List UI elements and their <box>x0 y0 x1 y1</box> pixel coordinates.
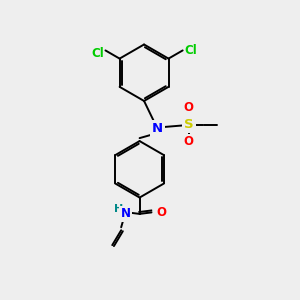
Text: N: N <box>152 122 163 135</box>
Text: O: O <box>184 135 194 148</box>
Text: Cl: Cl <box>91 47 104 60</box>
Text: O: O <box>157 206 166 219</box>
Text: S: S <box>184 118 194 131</box>
Text: Cl: Cl <box>184 44 197 57</box>
Text: H: H <box>114 204 123 214</box>
Text: N: N <box>121 207 130 220</box>
Text: O: O <box>184 101 194 114</box>
